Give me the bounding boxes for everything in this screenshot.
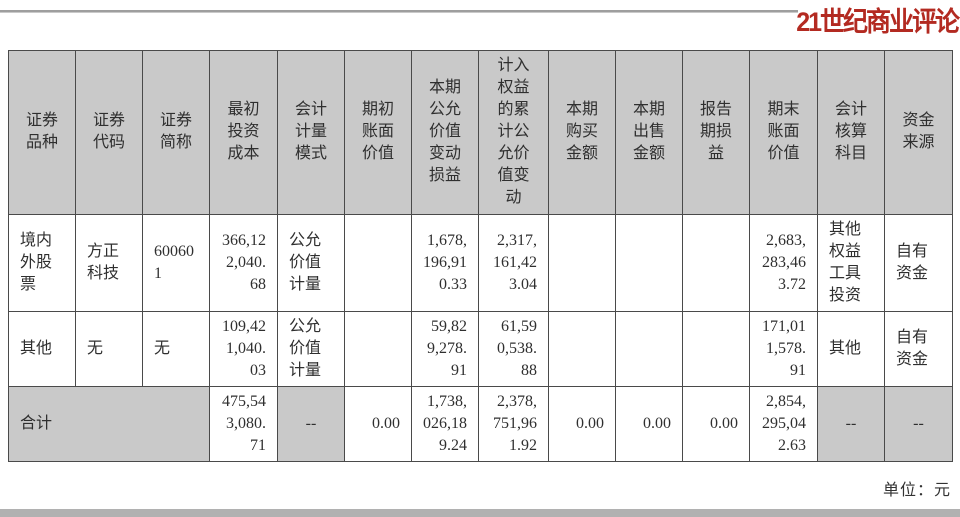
cell-security-name: 600601 xyxy=(142,213,210,312)
col-header-security-code: 证券代码 xyxy=(75,50,143,215)
col-header-closing-book-value: 期末账面价值 xyxy=(749,50,818,215)
cell-initial-cost: 366,122,040.68 xyxy=(209,213,278,312)
cell-opening-book-value xyxy=(344,310,412,388)
cell-purchases xyxy=(548,310,616,388)
cell-opening-book-value-total: 0.00 xyxy=(344,386,412,463)
cell-sales xyxy=(615,213,683,312)
cell-purchases-total: 0.00 xyxy=(548,386,616,463)
unit-note: 单位：元 xyxy=(882,482,951,499)
cell-total-label: 合计 xyxy=(8,386,210,463)
cell-accounting-mode-na: -- xyxy=(277,386,345,463)
cell-initial-cost: 109,421,040.03 xyxy=(209,310,278,388)
cell-accounting-item: 其他权益工具投资 xyxy=(817,213,885,312)
securities-investment-table: 证券品种 证券代码 证券简称 最初投资成本 会计计量模式 期初账面价值 本期公允… xyxy=(8,50,953,463)
col-header-period-pnl: 报告期损益 xyxy=(682,50,750,215)
table-row-total: 合计 475,543,080.71 -- 0.00 1,738,026,189.… xyxy=(8,386,953,463)
cell-security-code: 无 xyxy=(75,310,143,388)
cell-period-pnl xyxy=(682,310,750,388)
cell-security-type: 其他 xyxy=(8,310,76,388)
cell-accounting-mode: 公允价值计量 xyxy=(277,213,345,312)
cell-security-name: 无 xyxy=(142,310,210,388)
cell-fund-source: 自有资金 xyxy=(884,213,953,312)
brand-logo: 21世纪商业评论 xyxy=(796,7,960,38)
col-header-opening-book-value: 期初账面价值 xyxy=(344,50,412,215)
cell-cumulative-equity-change-total: 2,378,751,961.92 xyxy=(478,386,549,463)
cell-security-type: 境内外股票 xyxy=(8,213,76,312)
cell-accounting-mode: 公允价值计量 xyxy=(277,310,345,388)
cell-fair-value-change-total: 1,738,026,189.24 xyxy=(411,386,479,463)
cell-period-pnl-total: 0.00 xyxy=(682,386,750,463)
cell-closing-book-value: 171,011,578.91 xyxy=(749,310,818,388)
cell-closing-book-value-total: 2,854,295,042.63 xyxy=(749,386,818,463)
bottom-gray-bar xyxy=(0,509,960,517)
cell-security-code: 方正科技 xyxy=(75,213,143,312)
col-header-cumulative-equity-change: 计入权益的累计公允价值变动 xyxy=(478,50,549,215)
cell-purchases xyxy=(548,213,616,312)
col-header-accounting-mode: 会计计量模式 xyxy=(277,50,345,215)
col-header-security-type: 证券品种 xyxy=(8,50,76,215)
col-header-sales: 本期出售金额 xyxy=(615,50,683,215)
cell-fund-source: 自有资金 xyxy=(884,310,953,388)
col-header-fair-value-change: 本期公允价值变动损益 xyxy=(411,50,479,215)
cell-fund-source-na: -- xyxy=(884,386,953,463)
header-row: 证券品种 证券代码 证券简称 最初投资成本 会计计量模式 期初账面价值 本期公允… xyxy=(8,50,953,215)
col-header-purchases: 本期购买金额 xyxy=(548,50,616,215)
cell-opening-book-value xyxy=(344,213,412,312)
table-row-other: 其他 无 无 109,421,040.03 公允价值计量 59,829,278.… xyxy=(8,310,953,388)
col-header-security-name: 证券简称 xyxy=(142,50,210,215)
cell-sales xyxy=(615,310,683,388)
col-header-initial-cost: 最初投资成本 xyxy=(209,50,278,215)
cell-sales-total: 0.00 xyxy=(615,386,683,463)
cell-fair-value-change: 1,678,196,910.33 xyxy=(411,213,479,312)
cell-accounting-item: 其他 xyxy=(817,310,885,388)
cell-closing-book-value: 2,683,283,463.72 xyxy=(749,213,818,312)
cell-cumulative-equity-change: 61,590,538.88 xyxy=(478,310,549,388)
cell-accounting-item-na: -- xyxy=(817,386,885,463)
col-header-accounting-item: 会计核算科目 xyxy=(817,50,885,215)
col-header-fund-source: 资金来源 xyxy=(884,50,953,215)
top-divider-line xyxy=(0,10,798,13)
cell-fair-value-change: 59,829,278.91 xyxy=(411,310,479,388)
cell-initial-cost-total: 475,543,080.71 xyxy=(209,386,278,463)
cell-period-pnl xyxy=(682,213,750,312)
cell-cumulative-equity-change: 2,317,161,423.04 xyxy=(478,213,549,312)
table-row-domestic-stock: 境内外股票 方正科技 600601 366,122,040.68 公允价值计量 … xyxy=(8,213,953,312)
